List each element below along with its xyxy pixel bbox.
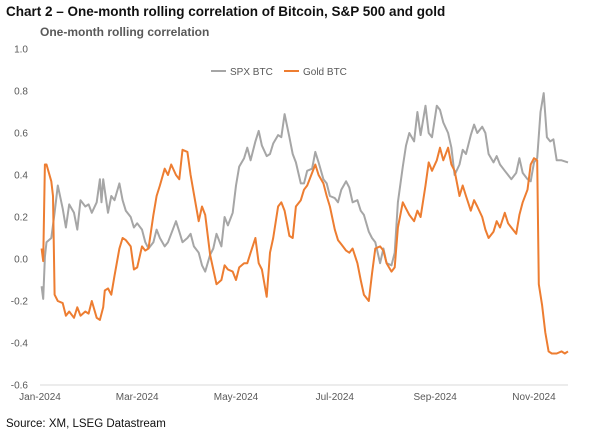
x-tick-label: Nov-2024 — [512, 392, 556, 403]
legend-label-gold: Gold BTC — [303, 67, 347, 78]
x-tick-label: May-2024 — [214, 392, 259, 403]
y-tick-label: 1.0 — [14, 45, 28, 56]
x-tick-label: Jul-2024 — [316, 392, 355, 403]
source-note: Source: XM, LSEG Datastream — [6, 418, 166, 430]
y-tick-label: 0.2 — [14, 213, 28, 224]
y-tick-label: -0.4 — [11, 339, 29, 350]
y-tick-label: 0.0 — [14, 255, 28, 266]
series-line-gold-btc — [40, 146, 569, 355]
x-tick-label: Sep-2024 — [414, 392, 458, 403]
y-axis: 1.0 0.8 0.6 0.4 0.2 0.0 -0.2 -0.4 -0.6 — [11, 45, 29, 392]
y-tick-label: 0.4 — [14, 171, 28, 182]
y-tick-label: 0.6 — [14, 129, 28, 140]
y-tick-label: 0.8 — [14, 87, 28, 98]
series-layer — [40, 92, 569, 355]
series-line-spx-btc — [40, 92, 569, 300]
y-tick-label: -0.2 — [11, 297, 29, 308]
x-tick-label: Jan-2024 — [19, 392, 61, 403]
legend: SPX BTC Gold BTC — [211, 67, 347, 78]
x-tick-label: Mar-2024 — [116, 392, 159, 403]
chart-title: Chart 2 – One-month rolling correlation … — [6, 4, 445, 19]
x-axis: Jan-2024 Mar-2024 May-2024 Jul-2024 Sep-2024… — [19, 392, 556, 403]
legend-label-spx: SPX BTC — [230, 67, 273, 78]
y-tick-label: -0.6 — [11, 381, 29, 392]
chart-subtitle: One-month rolling correlation — [40, 25, 209, 39]
